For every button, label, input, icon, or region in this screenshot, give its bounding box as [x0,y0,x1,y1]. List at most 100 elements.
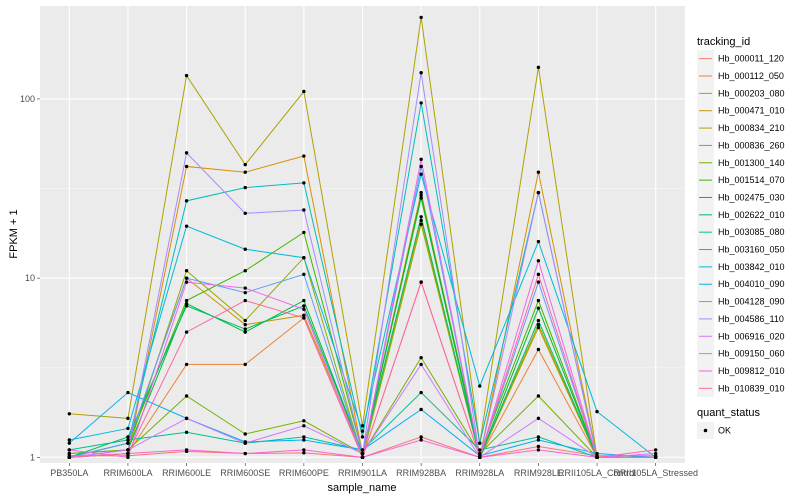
data-point [184,164,189,169]
data-point [184,416,189,421]
data-point [126,416,130,421]
data-point [536,416,541,421]
x-tick-label: RRIM928LA [455,468,504,478]
data-point [419,15,423,20]
data-point [302,154,306,158]
x-tick-label: RRIM600LA [103,468,152,478]
data-point [419,196,423,200]
shape-legend-point [703,428,708,433]
data-point [302,89,306,94]
data-point [478,455,482,460]
data-point [536,259,541,263]
y-tick-label: 1 [30,452,35,462]
legend-label: Hb_002622_010 [718,210,785,220]
legend-label: Hb_004586_110 [718,314,784,324]
data-point [536,444,541,449]
x-tick-label: RRIM600PE [279,468,329,478]
data-point [67,451,72,456]
data-point [126,441,130,445]
data-point [243,298,247,303]
data-point [419,172,423,176]
legend-title: tracking_id [697,36,750,48]
data-point [536,394,541,398]
data-point [360,435,365,439]
data-point [302,181,306,185]
data-point [126,448,130,452]
data-point [243,318,247,323]
data-point [536,65,541,70]
legend-label: Hb_000836_260 [718,140,785,150]
data-point [478,384,482,388]
y-tick-label: 10 [25,273,35,283]
data-point [302,438,306,442]
data-point [419,390,423,395]
data-point [243,330,247,334]
data-point [126,451,130,456]
data-point [419,215,423,219]
data-point [419,101,423,105]
legend-label: Hb_001300_140 [718,158,785,168]
data-point [419,157,423,162]
legend-label: Hb_003085_080 [718,227,785,237]
data-point [536,190,541,195]
data-point [243,269,247,273]
data-point [243,286,247,290]
data-point [419,222,423,226]
data-point [419,190,423,195]
legend-label: Hb_004010_090 [718,279,785,289]
x-axis-title: sample_name [327,482,396,494]
legend-label: Hb_009812_010 [718,366,785,376]
legend-label: Hb_000203_080 [718,88,785,98]
data-point [184,199,189,203]
data-point [302,208,306,212]
data-point [184,269,189,273]
data-point [243,185,247,190]
data-point [243,290,247,295]
legend-label: Hb_006916_020 [718,331,785,341]
data-point [536,280,541,284]
data-point [653,451,658,456]
data-point [536,448,541,452]
data-point [243,322,247,327]
data-point [536,306,541,310]
x-tick-label: RRII105LA_Stressed [613,468,698,478]
data-point [536,170,541,174]
data-point [653,455,658,460]
data-point [243,211,247,216]
data-point [126,390,130,395]
data-point [419,355,423,360]
data-point [419,193,423,197]
data-point [243,451,247,456]
data-point [302,230,306,235]
data-point [302,419,306,423]
legend-items: Hb_000011_120 Hb_000112_050 Hb_000203_080 H… [697,50,785,397]
legend: tracking_id Hb_000011_120Hb_000112_050Hb… [697,36,785,439]
data-point [595,409,599,414]
data-point [67,441,72,445]
data-point [184,304,189,308]
data-point [536,298,541,303]
x-tick-label: PB350LA [50,468,88,478]
data-point [302,451,306,455]
legend-label: Hb_003160_050 [718,245,785,255]
data-point [536,438,541,442]
data-point [184,298,189,303]
legend-label: Hb_010839_010 [718,383,785,393]
legend-label: Hb_003842_010 [718,262,785,272]
data-point [653,448,658,452]
data-point [243,441,247,445]
data-point [360,424,365,428]
data-point [595,451,599,456]
data-point [419,407,423,412]
data-point [302,435,306,439]
data-point [67,455,72,460]
data-point [595,455,599,460]
data-point [302,307,306,312]
legend-label: Hb_001514_070 [718,175,785,185]
data-point [536,239,541,244]
legend-label: Hb_000011_120 [718,54,784,64]
data-point [126,455,130,460]
data-point [243,432,247,436]
shape-legend-label: OK [718,426,731,436]
